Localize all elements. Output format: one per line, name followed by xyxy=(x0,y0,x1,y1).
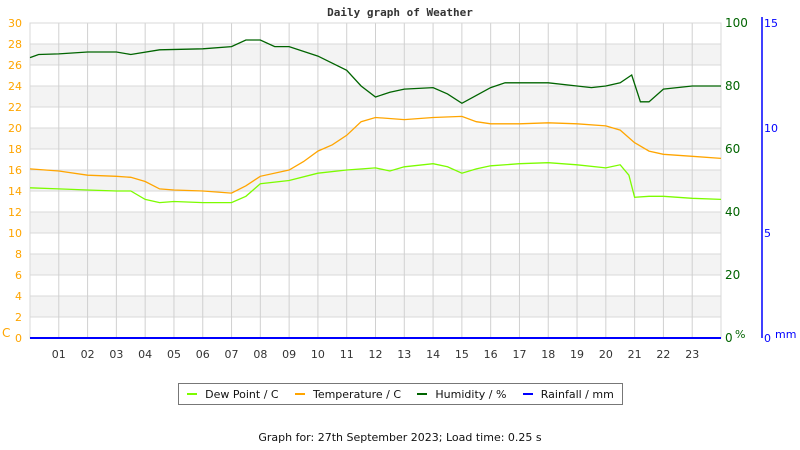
series-line-dew xyxy=(29,162,722,204)
rain-tick-label: 0 xyxy=(764,332,771,345)
y-tick-label: 20 xyxy=(8,122,22,135)
rain-tick-label: 5 xyxy=(764,227,771,240)
y-tick-label: 30 xyxy=(8,17,22,30)
humidity-tick-label: 0 xyxy=(725,331,733,345)
x-tick-label: 12 xyxy=(369,348,383,361)
legend-label: Rainfall / mm xyxy=(540,387,614,401)
x-tick-label: 06 xyxy=(196,348,210,361)
x-tick-label: 08 xyxy=(253,348,267,361)
humidity-tick-label: 60 xyxy=(725,142,740,156)
footer-status: Graph for: 27th September 2023; Load tim… xyxy=(258,431,542,444)
rain-tick-label: 15 xyxy=(764,17,778,30)
x-tick-label: 19 xyxy=(570,348,584,361)
legend-label: Temperature / C xyxy=(312,387,402,401)
humidity-tick-label: 20 xyxy=(725,268,740,282)
x-tick-label: 11 xyxy=(340,348,354,361)
chart-title: Daily graph of Weather xyxy=(327,6,473,19)
legend-label: Humidity / % xyxy=(435,387,507,401)
x-tick-label: 13 xyxy=(397,348,411,361)
humidity-tick-label: 80 xyxy=(725,79,740,93)
y-tick-label: 4 xyxy=(15,290,22,303)
legend-swatch xyxy=(522,393,533,395)
x-tick-label: 21 xyxy=(628,348,642,361)
y-tick-label: 22 xyxy=(8,101,22,114)
series-line-humidity xyxy=(29,39,721,105)
left-axis-unit: C xyxy=(2,326,10,340)
x-tick-label: 04 xyxy=(138,348,152,361)
humidity-tick-label: 40 xyxy=(725,205,740,219)
legend-item: Temperature / C xyxy=(294,387,402,401)
legend-item: Humidity / % xyxy=(417,388,506,401)
y-tick-label: 14 xyxy=(8,185,22,198)
x-tick-label: 03 xyxy=(109,348,123,361)
x-tick-label: 17 xyxy=(512,348,526,361)
x-tick-label: 10 xyxy=(311,348,325,361)
series-line-temperature xyxy=(29,115,722,194)
y-tick-label: 8 xyxy=(15,248,22,261)
legend: Dew Point / C Temperature / C Humidity / %… xyxy=(178,383,623,405)
x-tick-label: 20 xyxy=(599,348,613,361)
y-tick-label: 10 xyxy=(8,227,22,240)
legend-swatch xyxy=(187,393,198,395)
x-tick-label: 16 xyxy=(484,348,498,361)
rain-tick-label: 10 xyxy=(764,122,778,135)
y-tick-label: 0 xyxy=(15,332,22,345)
legend-label: Dew Point / C xyxy=(205,387,279,401)
y-tick-label: 12 xyxy=(8,206,22,219)
legend-item: Dew Point / C xyxy=(187,387,279,401)
x-tick-label: 09 xyxy=(282,348,296,361)
x-tick-label: 23 xyxy=(685,348,699,361)
x-tick-label: 15 xyxy=(455,348,469,361)
y-tick-label: 28 xyxy=(8,38,22,51)
legend-item: Rainfall / mm xyxy=(522,387,614,401)
x-tick-label: 14 xyxy=(426,348,440,361)
y-tick-label: 26 xyxy=(8,59,22,72)
x-tick-label: 02 xyxy=(81,348,95,361)
legend-swatch xyxy=(417,393,428,395)
y-tick-label: 6 xyxy=(15,269,22,282)
y-tick-label: 18 xyxy=(8,143,22,156)
chart: Daily graph of Weather 02468101214161820… xyxy=(2,6,796,361)
x-tick-label: 18 xyxy=(541,348,555,361)
legend-swatch xyxy=(294,393,305,395)
rain-axis-unit: mm xyxy=(775,328,796,341)
x-tick-label: 07 xyxy=(225,348,239,361)
right-axis-unit: % xyxy=(735,328,745,341)
y-tick-label: 16 xyxy=(8,164,22,177)
y-tick-label: 24 xyxy=(8,80,22,93)
x-tick-label: 01 xyxy=(52,348,66,361)
y-tick-label: 2 xyxy=(15,311,22,324)
x-tick-label: 22 xyxy=(656,348,670,361)
x-tick-label: 05 xyxy=(167,348,181,361)
humidity-tick-label: 100 xyxy=(725,16,748,30)
